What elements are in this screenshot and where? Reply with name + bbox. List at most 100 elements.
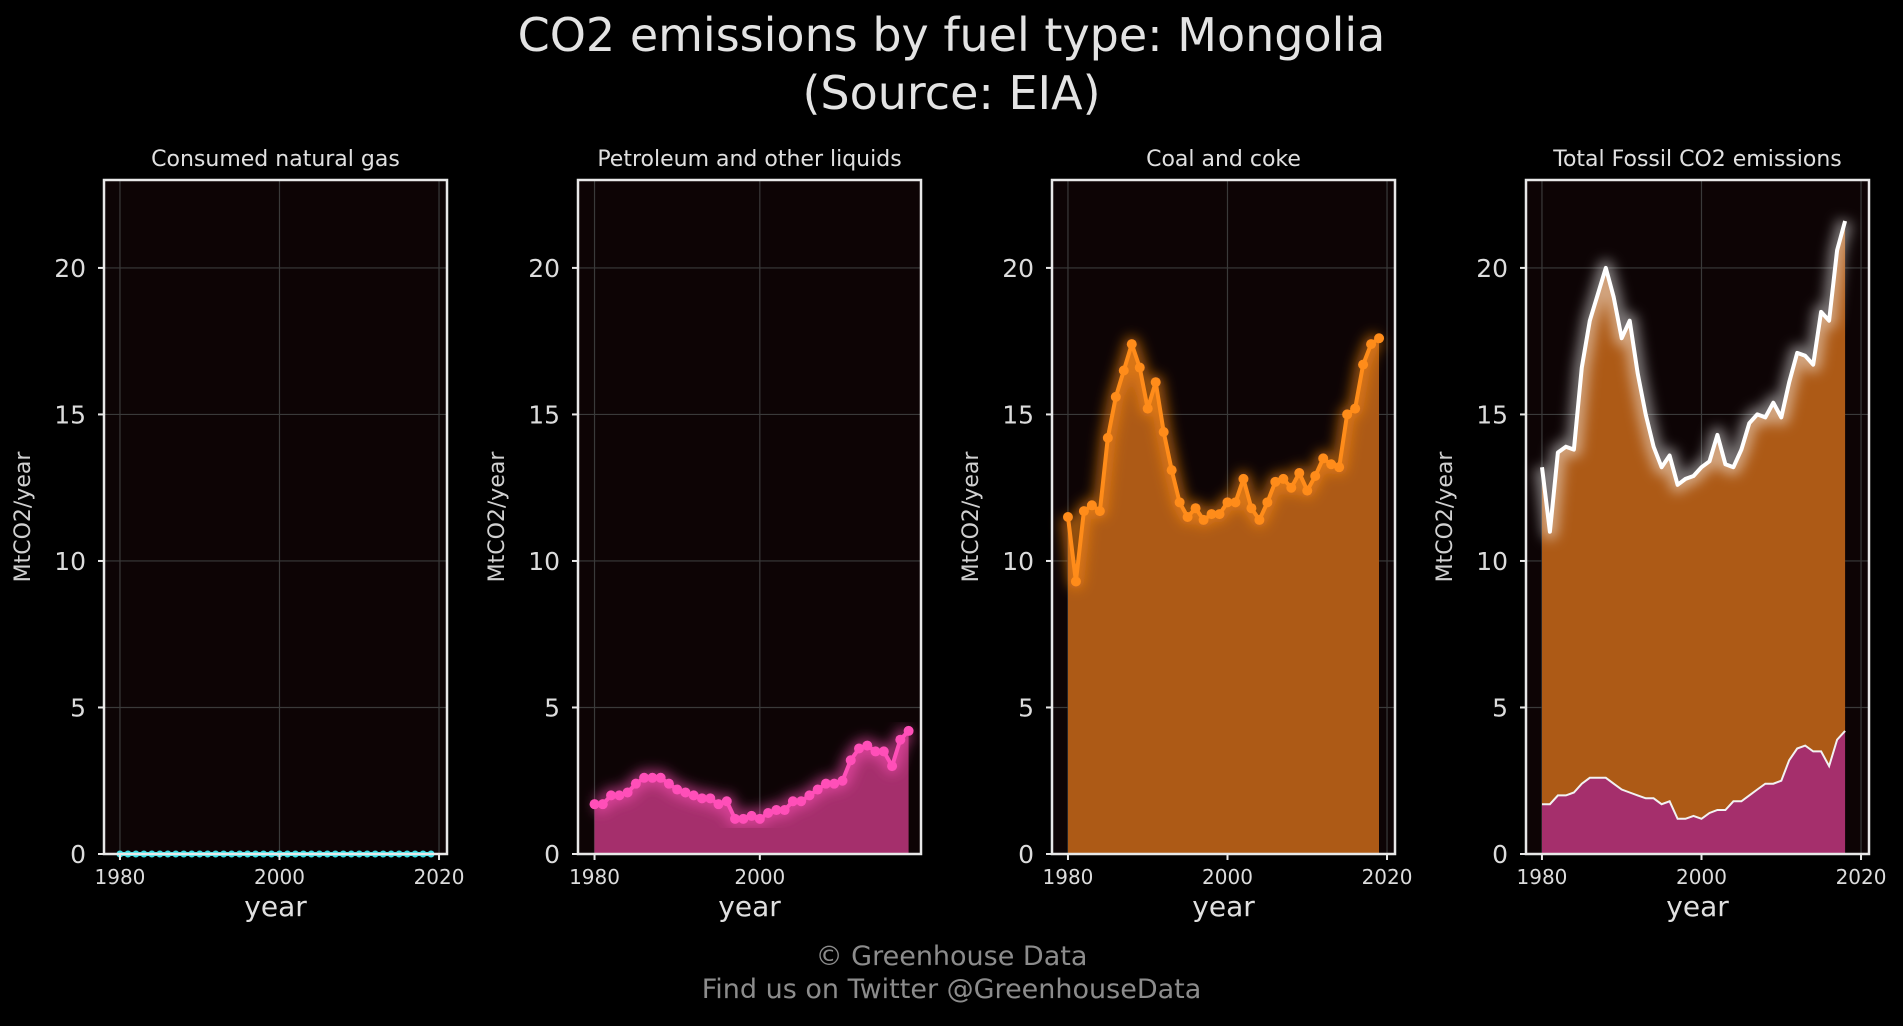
data-point [1206, 509, 1217, 520]
x-tick-label: 2000 [734, 865, 785, 889]
panel-coal: Coal and coke 0 5 10 15 20 1980 2000 2020 year MtC… [959, 147, 1412, 923]
data-point [771, 805, 782, 816]
x-tick-label: 2000 [1676, 865, 1727, 889]
y-tick-label: 0 [1018, 840, 1034, 869]
data-point [804, 790, 815, 801]
data-point [1166, 465, 1177, 476]
petroleum-area [1542, 730, 1846, 854]
data-point [1110, 391, 1121, 402]
data-point [1366, 339, 1377, 350]
y-tick-label: 10 [528, 547, 560, 576]
data-point [887, 761, 898, 772]
data-point [1190, 503, 1201, 514]
data-point [1230, 497, 1241, 508]
series-area [1068, 338, 1379, 854]
data-point [589, 799, 600, 810]
y-axis-label: MtCO2/year [959, 451, 984, 583]
data-point [622, 787, 633, 798]
data-point [845, 755, 856, 766]
data-point [763, 807, 774, 818]
data-point [1214, 509, 1225, 520]
data-point [738, 813, 749, 824]
y-tick-label: 10 [1476, 547, 1508, 576]
x-tick-label: 1980 [1043, 865, 1094, 889]
data-point [754, 813, 765, 824]
data-point [1278, 473, 1289, 484]
data-point [812, 784, 823, 795]
data-point [1342, 409, 1353, 420]
data-point [1286, 482, 1297, 493]
data-point [705, 793, 716, 804]
panel-title: Total Fossil CO2 emissions [1552, 147, 1842, 172]
data-point [597, 799, 608, 810]
data-point [1358, 359, 1369, 370]
data-point [1086, 500, 1097, 511]
data-point [1062, 512, 1073, 522]
plot-background [104, 180, 447, 854]
data-point [1102, 432, 1113, 443]
petroleum-boundary-line [1542, 730, 1846, 820]
data-point [1350, 403, 1361, 414]
chart-title: CO2 emissions by fuel type: Mongolia (So… [0, 6, 1903, 122]
data-point [878, 746, 889, 757]
footer-twitter: Find us on Twitter @GreenhouseData [701, 974, 1202, 1005]
data-point [1326, 459, 1337, 470]
data-point [1150, 377, 1161, 388]
data-point [1294, 468, 1305, 479]
series-line-total [1540, 220, 1848, 534]
data-point [713, 799, 724, 810]
y-tick-label: 0 [544, 840, 560, 869]
y-tick-label: 5 [1492, 693, 1508, 722]
x-tick-label: 1980 [95, 865, 146, 889]
data-point [1246, 503, 1257, 514]
y-tick-label: 0 [70, 840, 86, 869]
y-axis-label: MtCO2/year [1433, 451, 1458, 583]
x-axis-label: year [244, 890, 307, 923]
data-point [746, 810, 757, 821]
plot-frame [576, 178, 923, 856]
data-point [903, 725, 914, 736]
y-tick-label: 0 [1492, 840, 1508, 869]
data-point [829, 778, 840, 789]
data-point [1318, 453, 1329, 464]
data-point [1334, 462, 1345, 473]
data-point [1070, 576, 1081, 587]
data-point [1310, 470, 1321, 481]
x-tick-label: 2020 [414, 865, 465, 889]
data-point [1142, 403, 1153, 414]
data-point [655, 772, 666, 783]
x-tick-label: 2020 [1836, 865, 1887, 889]
x-axis-label: year [1192, 890, 1255, 923]
y-tick-label: 20 [1476, 254, 1508, 283]
y-axis-label: MtCO2/year [11, 451, 36, 583]
x-axis-label: year [718, 890, 781, 923]
y-tick-label: 15 [528, 400, 560, 429]
chart-title-line1: CO2 emissions by fuel type: Mongolia [517, 8, 1386, 62]
data-point [1254, 514, 1265, 525]
data-point [1134, 362, 1145, 373]
data-point [1094, 506, 1105, 517]
y-tick-label: 5 [70, 693, 86, 722]
data-point [870, 746, 881, 757]
plot-frame [1524, 178, 1871, 856]
data-point [606, 790, 617, 801]
panel-title: Coal and coke [1146, 147, 1301, 172]
data-point [1270, 476, 1281, 487]
data-point [688, 790, 699, 801]
data-point [630, 778, 641, 789]
data-point [1374, 333, 1385, 344]
x-tick-label: 2000 [254, 865, 305, 889]
data-point [1126, 339, 1137, 350]
data-point [854, 743, 865, 754]
data-point [614, 790, 625, 801]
series-area [594, 730, 909, 854]
y-tick-label: 10 [54, 547, 86, 576]
data-point [1118, 365, 1129, 376]
panel-title: Petroleum and other liquids [597, 147, 901, 172]
data-point [1174, 497, 1185, 508]
x-tick-label: 1980 [569, 865, 620, 889]
data-point [1238, 473, 1249, 484]
y-axis-label: MtCO2/year [485, 451, 510, 583]
plot-frame [1050, 178, 1397, 856]
data-point [663, 778, 674, 789]
